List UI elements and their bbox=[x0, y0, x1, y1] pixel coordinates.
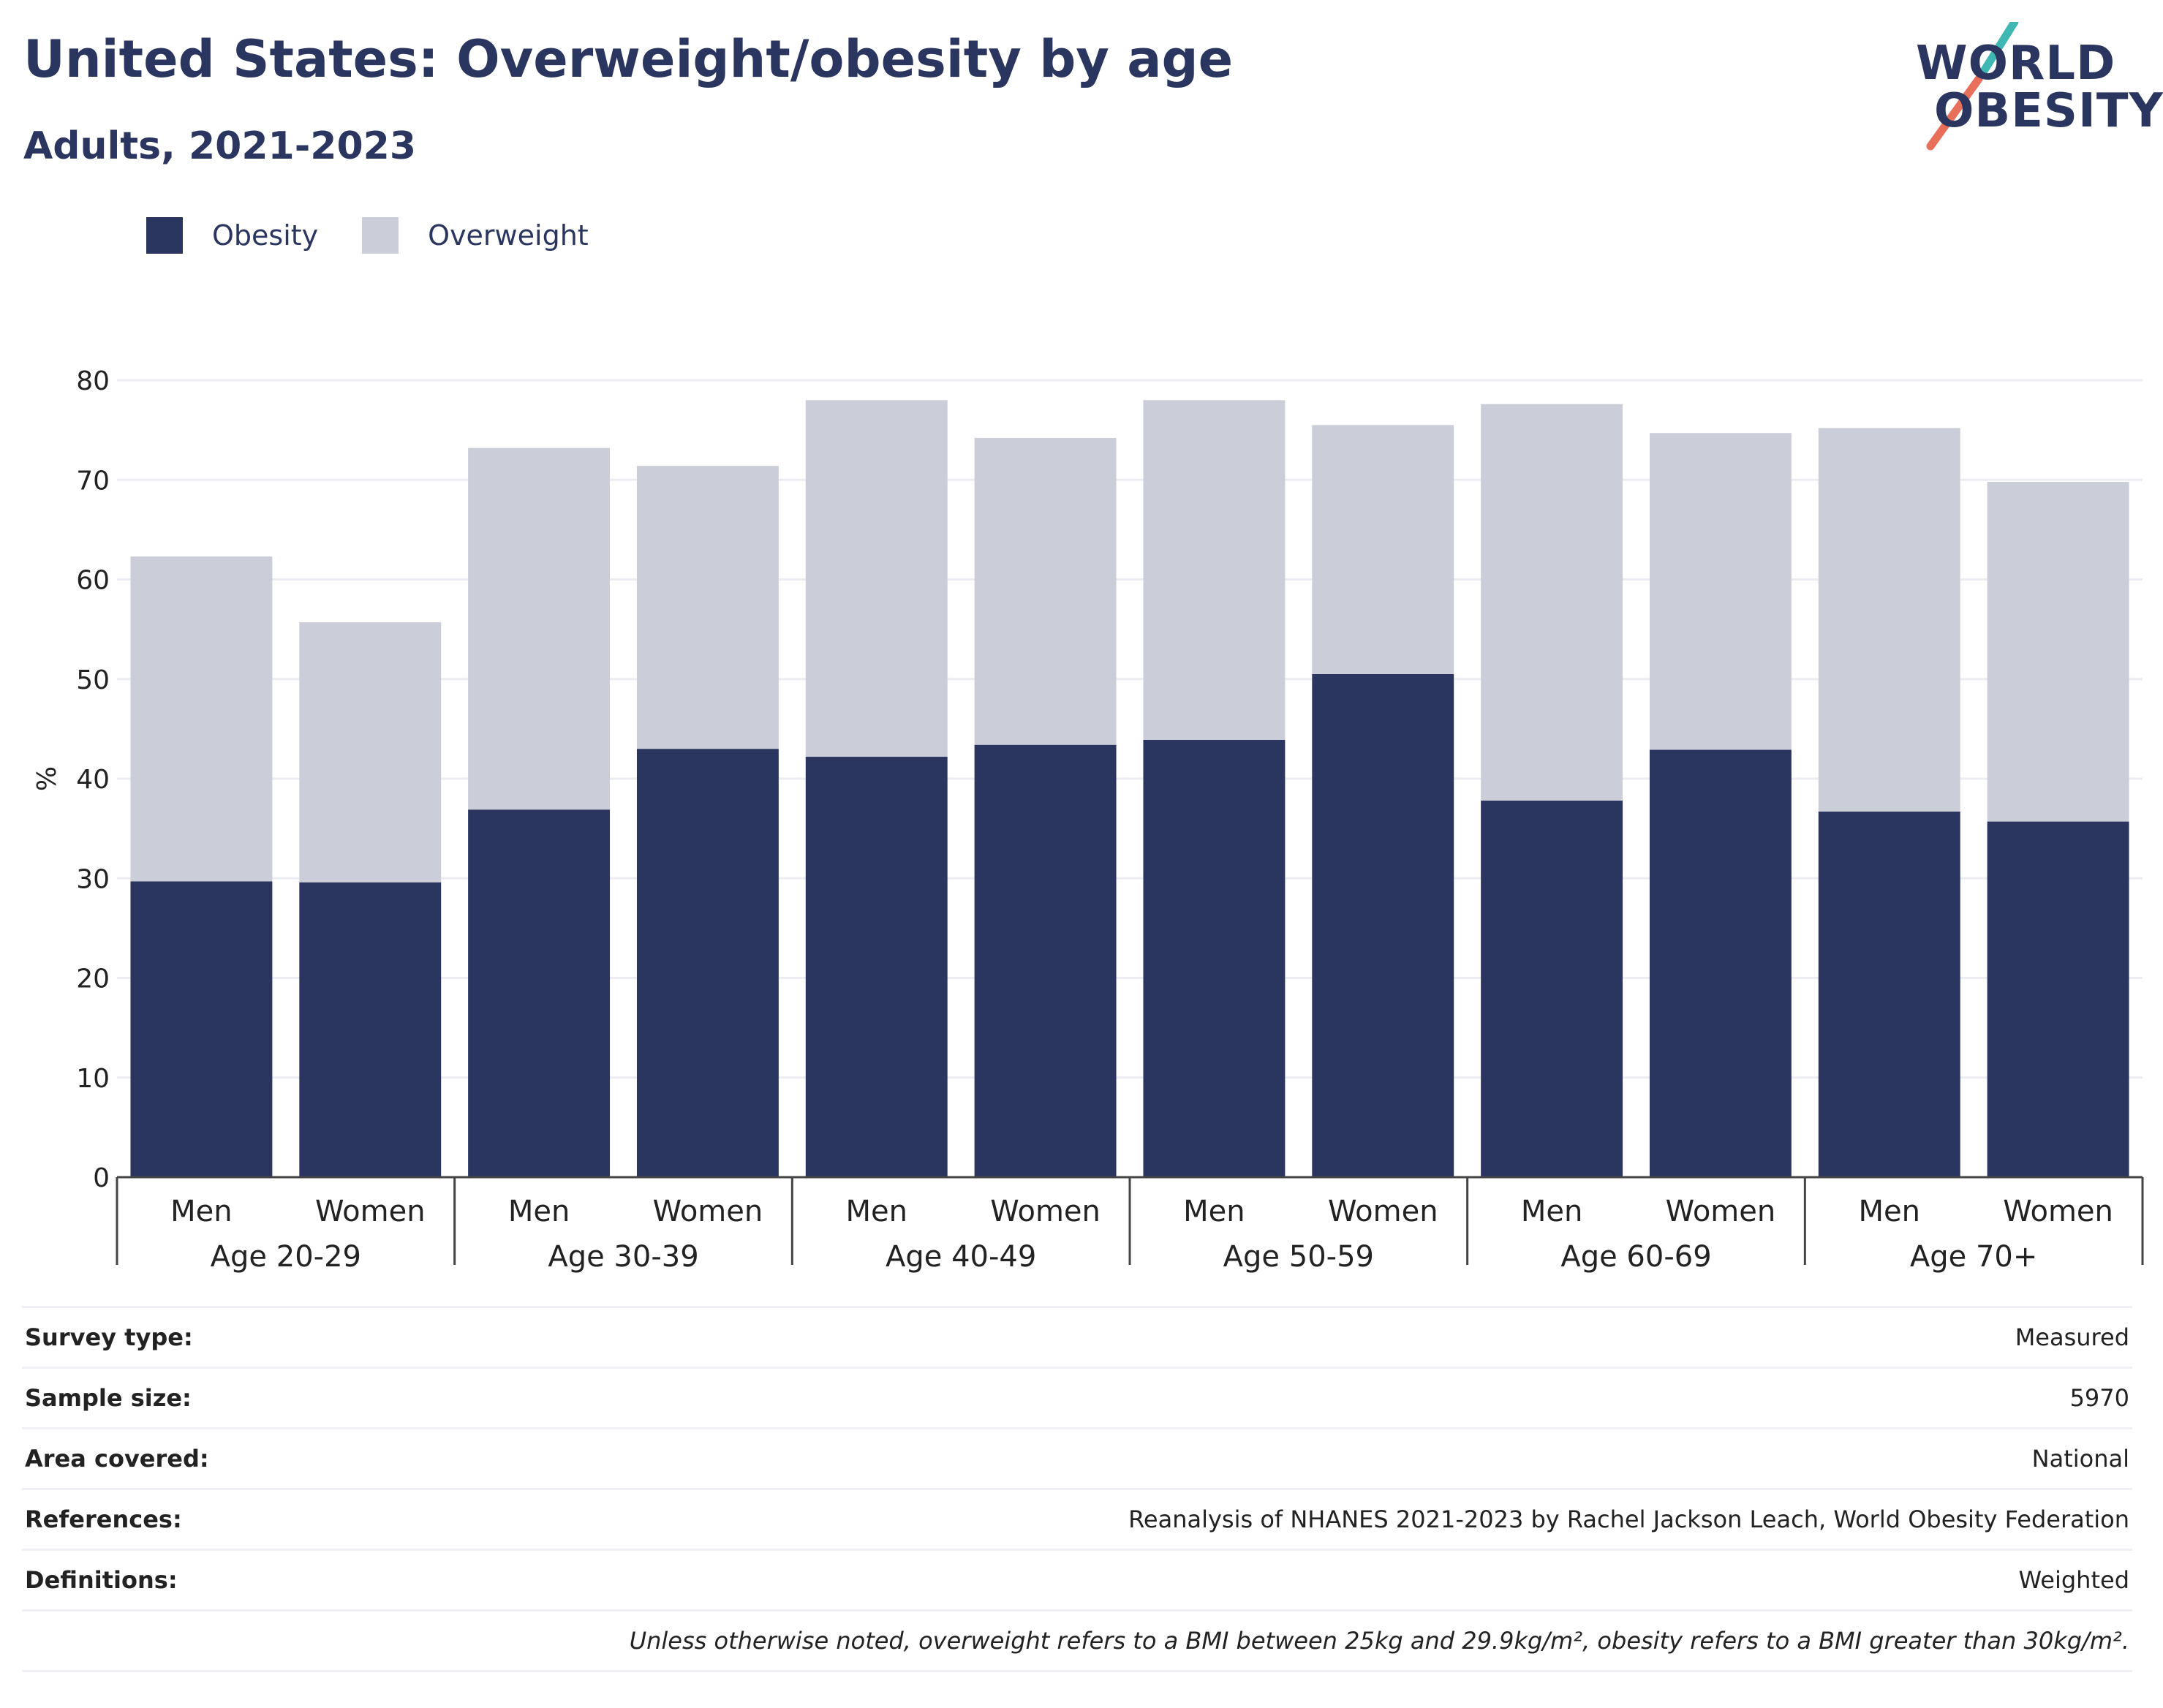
bar-overweight-8[interactable] bbox=[1312, 425, 1454, 674]
y-tick-label: 70 bbox=[76, 466, 110, 496]
y-axis-label: % bbox=[32, 766, 62, 791]
bar-overweight-2[interactable] bbox=[299, 622, 442, 883]
bar-obesity-10[interactable] bbox=[1649, 749, 1792, 1177]
bar-overweight-12[interactable] bbox=[1987, 481, 2129, 822]
logo-text-obesity: OBESITY bbox=[1934, 84, 2163, 138]
info-value: National bbox=[356, 1427, 2132, 1489]
bar-overweight-9[interactable] bbox=[1481, 404, 1623, 801]
info-key: Definitions: bbox=[22, 1549, 357, 1611]
y-tick-label: 20 bbox=[76, 964, 110, 994]
legend-swatch-overweight bbox=[362, 217, 399, 254]
info-value: 5970 bbox=[356, 1367, 2132, 1429]
legend-swatch-obesity bbox=[146, 217, 183, 254]
bar-obesity-9[interactable] bbox=[1481, 800, 1623, 1177]
y-tick-label: 80 bbox=[76, 366, 110, 396]
chart-legend: Obesity Overweight bbox=[146, 216, 633, 254]
y-tick-label: 60 bbox=[76, 566, 110, 596]
y-tick-label: 50 bbox=[76, 665, 110, 695]
survey-info-table: Survey type: Measured Sample size: 5970 Area… bbox=[22, 1306, 2132, 1672]
page-title: United States: Overweight/obesity by age bbox=[23, 29, 1234, 89]
bar-overweight-11[interactable] bbox=[1818, 428, 1960, 812]
legend-item-obesity[interactable]: Obesity bbox=[146, 217, 318, 254]
bar-obesity-8[interactable] bbox=[1312, 673, 1454, 1177]
category-label: Women bbox=[653, 1195, 763, 1228]
bar-overweight-6[interactable] bbox=[974, 438, 1117, 745]
definitions-note: Unless otherwise noted, overweight refer… bbox=[22, 1609, 2132, 1672]
bar-obesity-4[interactable] bbox=[636, 749, 779, 1177]
y-tick-label: 40 bbox=[76, 765, 110, 795]
y-tick-label: 30 bbox=[76, 864, 110, 894]
info-key: Area covered: bbox=[22, 1427, 357, 1489]
category-label: Women bbox=[2003, 1195, 2113, 1228]
bar-overweight-4[interactable] bbox=[636, 466, 779, 749]
group-label: Age 60-69 bbox=[1560, 1240, 1711, 1274]
bar-obesity-11[interactable] bbox=[1818, 811, 1960, 1177]
info-row: Sample size: 5970 bbox=[22, 1367, 2132, 1429]
group-label: Age 30-39 bbox=[548, 1240, 698, 1274]
info-value: Weighted bbox=[356, 1549, 2132, 1611]
y-tick-label: 0 bbox=[93, 1163, 110, 1193]
group-label: Age 50-59 bbox=[1223, 1240, 1374, 1274]
bar-obesity-2[interactable] bbox=[299, 882, 442, 1177]
info-key: References: bbox=[22, 1488, 357, 1550]
bar-overweight-3[interactable] bbox=[468, 447, 611, 810]
y-tick-label: 10 bbox=[76, 1064, 110, 1094]
legend-label-obesity: Obesity bbox=[212, 219, 319, 252]
bar-obesity-6[interactable] bbox=[974, 744, 1117, 1177]
category-label: Men bbox=[170, 1195, 232, 1228]
logo-text-world: WORLD bbox=[1916, 37, 2116, 91]
bar-obesity-1[interactable] bbox=[130, 881, 273, 1177]
survey-info-body: Survey type: Measured Sample size: 5970 Area… bbox=[22, 1306, 2132, 1672]
group-label: Age 40-49 bbox=[886, 1240, 1036, 1274]
group-label: Age 70+ bbox=[1910, 1240, 2038, 1274]
bar-obesity-3[interactable] bbox=[468, 809, 611, 1177]
info-row: Area covered: National bbox=[22, 1427, 2132, 1489]
category-label: Women bbox=[1666, 1195, 1776, 1228]
info-row: Definitions: Weighted bbox=[22, 1549, 2132, 1611]
bar-obesity-12[interactable] bbox=[1987, 821, 2129, 1177]
category-label: Women bbox=[990, 1195, 1101, 1228]
bar-overweight-5[interactable] bbox=[805, 400, 948, 757]
info-row: References: Reanalysis of NHANES 2021-202… bbox=[22, 1488, 2132, 1550]
group-label: Age 20-29 bbox=[211, 1240, 361, 1274]
bar-overweight-10[interactable] bbox=[1649, 433, 1792, 750]
world-obesity-logo: WORLD OBESITY bbox=[1901, 22, 2163, 154]
bar-overweight-1[interactable] bbox=[130, 556, 273, 882]
bar-obesity-5[interactable] bbox=[805, 757, 948, 1177]
info-value: Measured bbox=[356, 1306, 2132, 1368]
bar-obesity-7[interactable] bbox=[1143, 739, 1286, 1177]
info-note-row: Unless otherwise noted, overweight refer… bbox=[22, 1609, 2132, 1672]
category-label: Men bbox=[846, 1195, 907, 1228]
legend-label-overweight: Overweight bbox=[428, 219, 589, 252]
info-key: Survey type: bbox=[22, 1306, 357, 1368]
category-label: Women bbox=[315, 1195, 426, 1228]
info-row: Survey type: Measured bbox=[22, 1306, 2132, 1368]
legend-item-overweight[interactable]: Overweight bbox=[362, 217, 589, 254]
bar-overweight-7[interactable] bbox=[1143, 400, 1286, 740]
category-label: Men bbox=[1859, 1195, 1920, 1228]
info-key: Sample size: bbox=[22, 1367, 357, 1429]
page-subtitle: Adults, 2021-2023 bbox=[23, 124, 417, 168]
info-value: Reanalysis of NHANES 2021-2023 by Rachel… bbox=[356, 1488, 2132, 1550]
category-label: Women bbox=[1328, 1195, 1438, 1228]
stacked-bar-chart: 0 10 20 30 40 50 60 70 80% Men Women Men Women Men Wom… bbox=[32, 366, 2144, 1274]
category-label: Men bbox=[1183, 1195, 1245, 1228]
logo-slash-icon bbox=[1926, 22, 2019, 151]
category-label: Men bbox=[508, 1195, 570, 1228]
category-label: Men bbox=[1521, 1195, 1582, 1228]
